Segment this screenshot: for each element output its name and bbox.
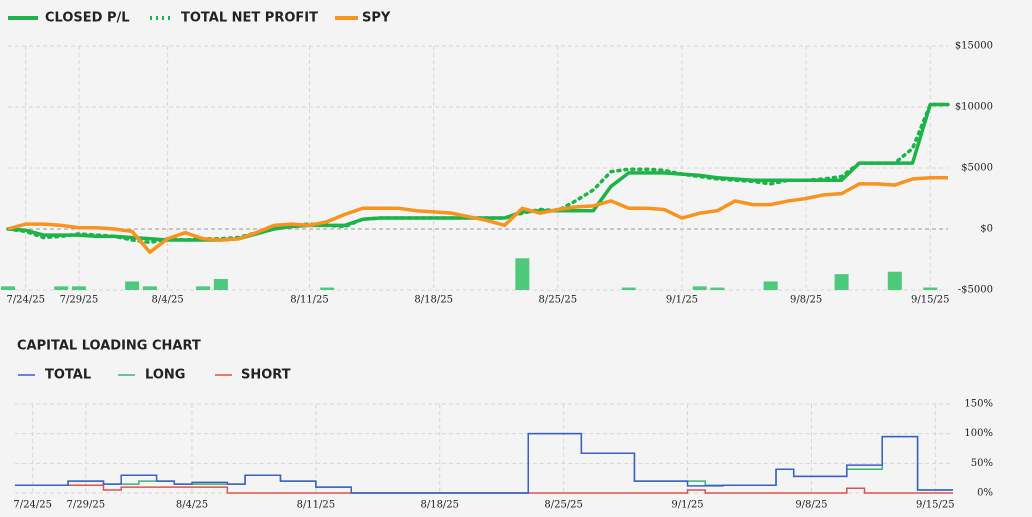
legend-label: TOTAL: [45, 368, 91, 383]
bar: [923, 287, 938, 290]
bar: [213, 279, 228, 290]
x-tick-label: 7/24/25: [6, 295, 45, 306]
x-tick-label: 9/1/25: [666, 295, 698, 306]
bar: [621, 287, 636, 290]
chart-title: CAPITAL LOADING CHART: [17, 339, 201, 354]
bar: [1, 286, 15, 290]
step-series: [15, 484, 953, 494]
bar: [834, 274, 849, 290]
x-tick-label: 8/11/25: [297, 500, 336, 511]
y-tick-label: $0: [980, 224, 993, 235]
bar: [692, 286, 707, 290]
bar: [142, 286, 157, 290]
bar: [887, 271, 902, 290]
y-tick-label: 50%: [971, 458, 993, 469]
step-series: [15, 432, 953, 494]
legend-label: SHORT: [241, 368, 291, 383]
x-tick-label: 8/18/25: [414, 295, 453, 306]
y-tick-label: $10000: [955, 102, 993, 113]
x-tick-label: 9/15/25: [911, 295, 950, 306]
y-tick-label: $15000: [955, 41, 993, 52]
legend-label: CLOSED P/L: [45, 11, 130, 26]
bar: [54, 286, 69, 290]
y-tick-label: -$5000: [958, 285, 993, 296]
x-tick-label: 8/4/25: [152, 295, 184, 306]
x-tick-label: 9/1/25: [671, 500, 703, 511]
legend-label: TOTAL NET PROFIT: [181, 11, 318, 26]
bar: [125, 281, 140, 290]
x-tick-label: 8/18/25: [420, 500, 459, 511]
bar: [710, 287, 725, 290]
bar: [763, 281, 778, 290]
legend-label: LONG: [145, 368, 185, 383]
bar: [71, 286, 86, 290]
x-tick-label: 9/8/25: [790, 295, 822, 306]
x-tick-label: 8/25/25: [539, 295, 578, 306]
bar: [196, 286, 211, 290]
y-tick-label: 150%: [964, 399, 993, 410]
x-tick-label: 8/4/25: [176, 500, 208, 511]
y-tick-label: $5000: [961, 163, 993, 174]
y-tick-label: 0%: [977, 488, 993, 499]
legend-label: SPY: [362, 11, 391, 26]
x-tick-label: 9/15/25: [916, 500, 955, 511]
line-series: [6, 102, 950, 245]
x-tick-label: 7/24/25: [13, 500, 52, 511]
x-tick-label: 8/11/25: [290, 295, 329, 306]
x-tick-label: 8/25/25: [544, 500, 583, 511]
x-tick-label: 7/29/25: [67, 500, 106, 511]
x-tick-label: 9/8/25: [795, 500, 827, 511]
bar: [515, 258, 530, 290]
y-tick-label: 100%: [964, 428, 993, 439]
bar: [320, 287, 335, 290]
line-series: [7, 176, 948, 254]
x-tick-label: 7/29/25: [60, 295, 99, 306]
